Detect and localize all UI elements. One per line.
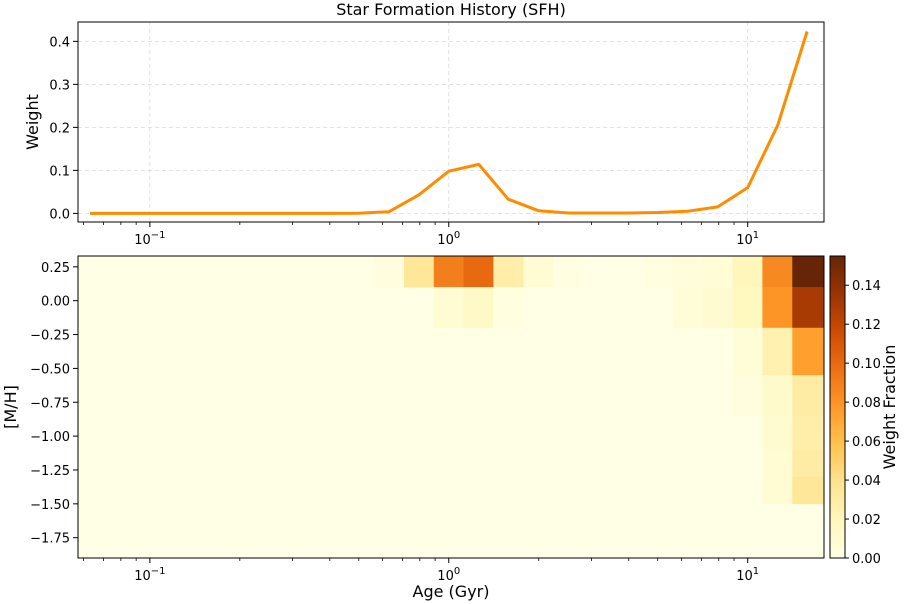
y-tick-label: −1.00	[30, 430, 70, 445]
heatmap-cell	[762, 415, 793, 450]
colorbar-tick-label: 0.06	[852, 435, 881, 450]
heatmap-cell	[463, 287, 494, 329]
x-axis-label: Age (Gyr)	[413, 582, 490, 601]
heatmap-cells	[373, 256, 825, 505]
bottom-y-axis-ticks: 0.25 0.00 −0.25 −0.50 −0.75 −1.00 −1.25 −1.50 −1…	[30, 261, 78, 547]
colorbar-tick-label: 0.04	[852, 474, 881, 489]
colorbar: 0.00 0.02 0.04 0.06 0.08 0.10 0.12 0.14 Weight …	[829, 255, 899, 567]
top-y-axis-ticks: 0.0 0.1 0.2 0.3 0.4	[49, 35, 78, 222]
heatmap-cell	[762, 327, 793, 376]
x-tick-label: 10−1	[134, 230, 165, 248]
heatmap-cell	[702, 287, 734, 329]
heatmap-cell	[433, 287, 464, 329]
heatmap-cell	[433, 256, 464, 288]
heatmap-cell	[643, 256, 674, 288]
y-tick-label: 0.4	[49, 35, 70, 50]
bottom-x-axis-ticks: 10−1 100 101	[83, 558, 759, 584]
colorbar-ticks: 0.00 0.02 0.04 0.06 0.08 0.10 0.12 0.14	[845, 279, 881, 567]
heatmap-cell	[792, 287, 825, 329]
bottom-y-axis-label: [M/H]	[1, 385, 20, 429]
y-tick-label: −0.50	[30, 362, 70, 377]
heatmap-cell	[792, 375, 825, 417]
x-tick-label: 101	[736, 230, 759, 248]
y-tick-label: −1.50	[30, 498, 70, 513]
heatmap-cell	[672, 287, 704, 329]
heatmap-cell	[792, 256, 825, 288]
top-y-axis-label: Weight	[23, 94, 42, 150]
heatmap-cell	[792, 415, 825, 450]
heatmap-cell	[792, 449, 825, 478]
sfh-series-line	[90, 31, 809, 215]
y-tick-label: −0.25	[30, 329, 70, 344]
x-tick-label: 101	[736, 566, 759, 584]
x-tick-label: 100	[437, 230, 460, 248]
y-tick-label: 0.1	[49, 164, 70, 179]
y-tick-label: −1.25	[30, 464, 70, 479]
sfh-line-panel: 0.0 0.1 0.2 0.3 0.4 10−1 100 101 Star Formatio…	[23, 0, 825, 248]
colorbar-gradient	[830, 256, 845, 558]
x-tick-label: 100	[437, 566, 460, 584]
colorbar-tick-label: 0.02	[852, 513, 881, 528]
bottom-axes-frame	[77, 255, 825, 559]
y-tick-label: −0.75	[30, 396, 70, 411]
colorbar-tick-label: 0.10	[852, 357, 881, 372]
heatmap-cell	[762, 449, 793, 478]
y-tick-label: 0.25	[41, 261, 70, 276]
y-tick-label: −1.75	[30, 532, 70, 547]
heatmap-cell	[762, 476, 793, 505]
x-tick-label: 10−1	[134, 566, 165, 584]
heatmap-cell	[702, 256, 734, 288]
heatmap-cell	[732, 287, 763, 329]
heatmap-cell	[493, 256, 524, 288]
colorbar-tick-label: 0.12	[852, 318, 881, 333]
colorbar-tick-label: 0.08	[852, 396, 881, 411]
heatmap-cell	[792, 476, 825, 505]
heatmap-cell	[523, 256, 554, 288]
heatmap-cell	[493, 287, 524, 329]
heatmap-cell	[732, 256, 763, 288]
top-gridlines	[78, 22, 824, 222]
heatmap-cell	[553, 256, 584, 288]
y-tick-label: 0.0	[49, 207, 70, 222]
heatmap-cell	[762, 256, 793, 288]
colorbar-tick-label: 0.14	[852, 279, 881, 294]
y-tick-label: 0.3	[49, 78, 70, 93]
colorbar-frame	[829, 255, 846, 559]
y-tick-label: 0.00	[41, 295, 70, 310]
heatmap-cell	[732, 327, 763, 376]
heatmap-cell	[403, 256, 435, 288]
heatmap-cell	[732, 375, 763, 417]
heatmap-cell	[373, 256, 405, 288]
heatmap-cell	[762, 375, 793, 417]
chart-title: Star Formation History (SFH)	[336, 0, 566, 19]
metallicity-heatmap-panel: 0.25 0.00 −0.25 −0.50 −0.75 −1.00 −1.25 −1.50 −1…	[1, 255, 825, 601]
heatmap-cell	[792, 327, 825, 376]
colorbar-label: Weight Fraction	[880, 345, 899, 470]
heatmap-cell	[672, 256, 704, 288]
top-x-axis-ticks: 10−1 100 101	[83, 222, 759, 248]
y-tick-label: 0.2	[49, 121, 70, 136]
top-axes-frame	[77, 21, 825, 223]
colorbar-tick-label: 0.00	[852, 552, 881, 567]
heatmap-cell	[463, 256, 494, 288]
heatmap-cell	[762, 287, 793, 329]
